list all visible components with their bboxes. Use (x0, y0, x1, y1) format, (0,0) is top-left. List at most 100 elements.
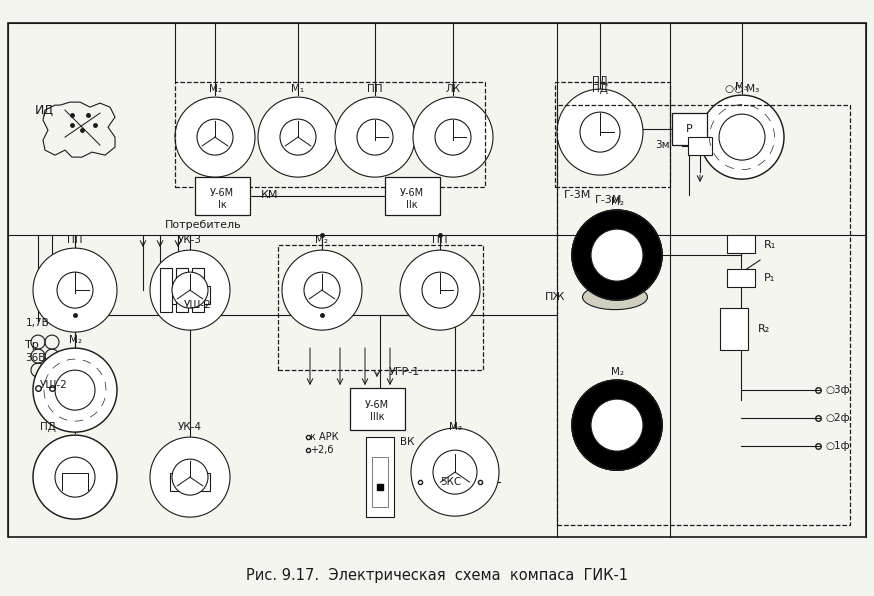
Text: У-6М: У-6М (210, 188, 234, 198)
Circle shape (33, 435, 117, 519)
Text: УШ-2: УШ-2 (40, 380, 68, 390)
Text: Потребитель: Потребитель (165, 220, 241, 230)
Bar (278, 245, 483, 370)
Text: R₁: R₁ (764, 240, 776, 250)
Text: М₂: М₂ (209, 84, 221, 94)
Circle shape (580, 112, 620, 152)
Text: к АРК: к АРК (310, 432, 338, 442)
Bar (160, 268, 172, 312)
Circle shape (150, 250, 230, 330)
Circle shape (357, 119, 393, 155)
Text: ПЖ: ПЖ (545, 292, 565, 302)
Text: М₃: М₃ (736, 82, 748, 92)
Circle shape (591, 399, 643, 451)
Circle shape (591, 229, 643, 281)
Circle shape (150, 437, 230, 517)
Text: М₂: М₂ (611, 197, 623, 207)
Text: Г-3М: Г-3М (565, 190, 592, 200)
Circle shape (57, 272, 93, 308)
Circle shape (197, 119, 233, 155)
Circle shape (572, 210, 662, 300)
Circle shape (280, 119, 316, 155)
Text: 36В: 36В (25, 353, 45, 363)
Circle shape (422, 272, 458, 308)
Bar (170, 473, 210, 491)
Text: Р₁: Р₁ (764, 273, 775, 283)
Circle shape (55, 370, 95, 410)
Bar (385, 177, 440, 215)
Text: ПП: ПП (433, 235, 447, 245)
Circle shape (700, 95, 784, 179)
Bar (688, 137, 712, 155)
Bar (366, 437, 394, 517)
Bar (727, 269, 755, 287)
Bar (372, 457, 388, 507)
Bar (555, 82, 670, 187)
Text: ○1ф: ○1ф (825, 441, 850, 451)
Text: Тр: Тр (25, 340, 38, 350)
Circle shape (411, 428, 499, 516)
Text: М₂: М₂ (316, 235, 329, 245)
Bar (170, 286, 210, 304)
Text: У-6М: У-6М (400, 188, 424, 198)
Bar (195, 177, 250, 215)
Bar (176, 268, 188, 312)
Text: Г-3М: Г-3М (595, 195, 622, 205)
Text: ПД: ПД (592, 84, 608, 94)
Circle shape (172, 459, 208, 495)
Text: ВК: ВК (400, 437, 414, 447)
Text: IIIк: IIIк (370, 412, 385, 422)
Bar (720, 308, 748, 350)
Circle shape (557, 89, 643, 175)
Bar (672, 113, 707, 145)
Circle shape (433, 450, 477, 494)
Text: М₁: М₁ (291, 84, 304, 94)
Text: R₂: R₂ (758, 324, 770, 334)
Text: ПП: ПП (67, 235, 83, 245)
Circle shape (719, 114, 765, 160)
Circle shape (55, 457, 95, 497)
Circle shape (572, 380, 662, 470)
Circle shape (175, 97, 255, 177)
Text: М₂: М₂ (68, 335, 81, 345)
Text: 5КС: 5КС (440, 477, 461, 487)
Circle shape (304, 272, 340, 308)
Text: Iк: Iк (218, 200, 226, 210)
Circle shape (33, 248, 117, 332)
Text: М₂: М₂ (611, 367, 623, 377)
Bar (178, 480, 202, 488)
Text: КМ: КМ (261, 190, 279, 200)
Circle shape (172, 272, 208, 308)
Circle shape (282, 250, 362, 330)
Bar (178, 293, 202, 301)
Text: УК-4: УК-4 (178, 422, 202, 432)
Text: ПД: ПД (40, 422, 56, 432)
Circle shape (33, 348, 117, 432)
Text: ○2ф: ○2ф (825, 413, 850, 423)
Text: ИД: ИД (35, 104, 54, 117)
Text: IIк: IIк (406, 200, 418, 210)
Text: 3м: 3м (656, 140, 670, 150)
Text: Рис. 9.17.  Электрическая  схема  компаса  ГИК-1: Рис. 9.17. Электрическая схема компаса Г… (246, 567, 628, 583)
Bar (557, 105, 850, 525)
Text: 1,7В: 1,7В (26, 318, 50, 328)
Text: ЛК: ЛК (446, 84, 461, 94)
Circle shape (258, 97, 338, 177)
Bar (727, 235, 755, 253)
Text: ПП: ПП (367, 84, 383, 94)
Text: Р: Р (685, 124, 692, 134)
Text: М₂: М₂ (448, 422, 461, 432)
Text: У-6М: У-6М (365, 400, 389, 410)
Bar (192, 268, 204, 312)
Circle shape (413, 97, 493, 177)
Circle shape (435, 119, 471, 155)
Circle shape (400, 250, 480, 330)
Text: УГР-1: УГР-1 (389, 367, 420, 377)
Text: +2,б: +2,б (310, 445, 334, 455)
Text: УК-3: УК-3 (178, 235, 202, 245)
Bar (175, 82, 485, 187)
Bar (350, 388, 405, 430)
Text: ○3ф: ○3ф (825, 385, 850, 395)
Circle shape (335, 97, 415, 177)
Text: ПД: ПД (592, 76, 608, 86)
